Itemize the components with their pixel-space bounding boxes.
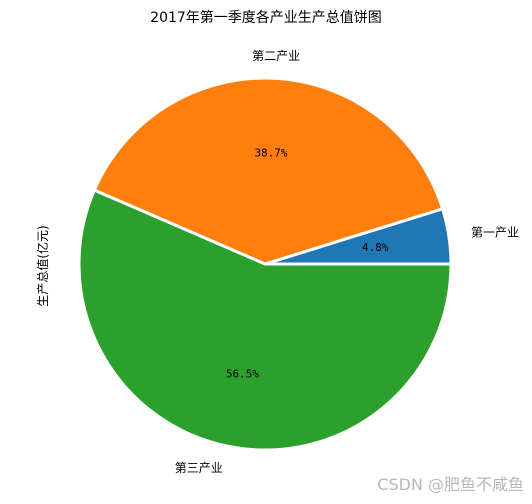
- percent-label-2: 38.7%: [254, 147, 287, 160]
- pie-slice-2: [92, 76, 445, 266]
- pie-slices: [77, 76, 453, 452]
- percent-label-3: 56.5%: [226, 367, 259, 380]
- category-label-3: 第三产业: [175, 461, 223, 475]
- pie-slice-3: [77, 188, 453, 452]
- y-axis-label: 生产总值(亿元): [35, 225, 50, 306]
- percent-label-1: 4.8%: [362, 241, 389, 254]
- category-label-1: 第一产业: [471, 226, 519, 240]
- watermark: CSDN @肥鱼不咸鱼: [377, 475, 524, 494]
- category-label-2: 第二产业: [252, 49, 300, 63]
- pie-labels: 4.8% 第一产业 38.7% 第二产业 56.5% 第三产业: [175, 49, 519, 475]
- chart-title: 2017年第一季度各产业生产总值饼图: [150, 9, 382, 26]
